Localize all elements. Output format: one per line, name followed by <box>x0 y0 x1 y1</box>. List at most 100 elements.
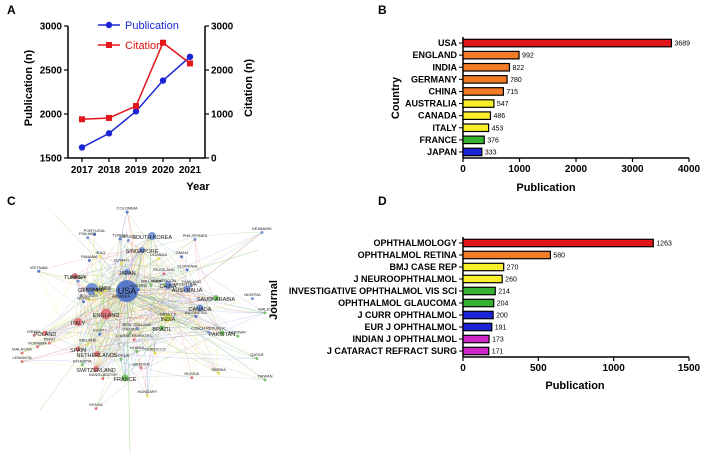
d-bar <box>463 263 504 270</box>
network-node-label: VIETNAM <box>30 265 48 270</box>
a-ylabel-right: Citation (n) <box>243 59 255 117</box>
d-xtick-label: 1500 <box>678 363 701 374</box>
point-citation <box>106 115 112 121</box>
network-node-label: AUSTRIA <box>130 283 148 288</box>
b-ylabel: Country <box>390 76 402 119</box>
network-node-label: CYPRUS <box>113 353 130 358</box>
network-node-label: MOROCCO <box>145 347 166 352</box>
network-node-label: SOUTH KOREA <box>132 235 172 241</box>
b-bar <box>463 124 489 132</box>
network-node-label: NIGERIA <box>244 292 261 297</box>
network-node <box>48 342 51 345</box>
a-xlabel: Year <box>186 181 210 193</box>
network-node-label: NEW ZEALAND <box>123 322 152 327</box>
b-category-label: ITALY <box>432 123 457 133</box>
d-category-label: J CATARACT REFRACT SURG <box>327 346 457 356</box>
b-value-label: 822 <box>512 65 524 72</box>
network-node-label: FINLAND <box>79 231 96 236</box>
a-ytick-right-label: 1000 <box>211 110 234 121</box>
network-node <box>101 377 104 380</box>
network-node-label: PHILIPPINES <box>183 233 208 238</box>
d-category-label: BMJ CASE REP <box>389 262 457 272</box>
network-node <box>137 288 140 291</box>
b-category-label: USA <box>438 38 458 48</box>
d-bar <box>463 251 550 258</box>
network-node-label: DENMARK <box>252 226 272 231</box>
b-category-label: JAPAN <box>427 147 457 157</box>
network-node-label: RUSSIA <box>184 371 199 376</box>
network-node-label: FRANCE <box>114 377 137 383</box>
point-publication <box>160 77 166 83</box>
network-node-label: CAMEROON <box>153 278 177 283</box>
network-node <box>33 334 36 337</box>
network-node <box>264 311 267 314</box>
network-node-label: CZECH REPUBLIC <box>191 326 226 331</box>
d-value-label: 200 <box>496 313 508 320</box>
d-value-label: 214 <box>498 289 510 296</box>
d-bar <box>463 335 489 342</box>
network-node-label: U ARAB EMIRATES <box>116 333 152 338</box>
d-bar <box>463 311 493 318</box>
d-value-label: 580 <box>553 253 565 260</box>
b-xtick-label: 2000 <box>565 164 588 175</box>
point-citation <box>133 103 139 109</box>
d-category-label: J CURR OPHTHALMOL <box>358 310 458 320</box>
b-bar <box>463 100 494 108</box>
network-node <box>21 351 24 354</box>
network-node <box>207 331 210 334</box>
network-node-label: SPAIN <box>70 348 86 354</box>
network-node-label: ETHIOPIA <box>73 358 92 363</box>
d-value-label: 270 <box>507 265 519 272</box>
network-node <box>21 360 24 363</box>
network-node-label: IRELAND <box>79 338 96 343</box>
b-category-label: GERMANY <box>411 74 457 84</box>
network-node <box>99 255 102 258</box>
d-bar <box>463 323 492 330</box>
network-node <box>88 259 91 262</box>
network-node <box>135 350 138 353</box>
d-category-label: OPHTHALMOL RETINA <box>358 250 458 260</box>
network-node <box>37 270 40 273</box>
legend-label-publication: Publication <box>125 20 179 32</box>
network-node <box>119 237 122 240</box>
network-node <box>36 345 39 348</box>
network-node-label: SAUDI ARABIA <box>197 297 236 303</box>
d-bar <box>463 299 494 306</box>
network-node <box>119 299 122 302</box>
a-xtick-label: 2021 <box>179 165 202 176</box>
network-node <box>194 315 197 318</box>
network-node-label: LEBANON <box>12 355 31 360</box>
b-value-label: 3689 <box>674 41 690 48</box>
legend-marker-publication <box>106 22 112 28</box>
network-node-label: NORWAY <box>229 330 247 335</box>
b-value-label: 547 <box>497 101 509 108</box>
d-category-label: INVESTIGATIVE OPHTHALMOL VIS SCI <box>289 286 457 296</box>
network-node <box>127 239 130 242</box>
network-node <box>217 372 220 375</box>
network-node-label: UGANDA <box>150 252 167 257</box>
b-value-label: 376 <box>487 137 499 144</box>
network-node <box>135 327 138 330</box>
a-xtick-label: 2019 <box>125 165 148 176</box>
network-node-label: SLOVENIA <box>177 263 197 268</box>
point-citation <box>79 116 85 122</box>
b-bar <box>463 39 671 47</box>
network-node-label: ARMENIA <box>112 294 131 299</box>
a-xtick-label: 2017 <box>71 165 94 176</box>
network-node-label: SCOTLAND <box>153 267 175 272</box>
network-node-label: TUNISIA <box>112 232 128 237</box>
network-node-label: JORDAN <box>70 275 87 280</box>
d-xtick-label: 500 <box>530 363 547 374</box>
a-ytick-left-label: 2500 <box>40 66 63 77</box>
network-node-label: HUNGARY <box>137 389 157 394</box>
b-category-label: FRANCE <box>420 135 458 145</box>
b-xtick-label: 4000 <box>678 164 701 175</box>
network-node <box>162 272 165 275</box>
network-node-label: PERU <box>44 337 55 342</box>
b-bar <box>463 76 507 84</box>
d-xtick-label: 1000 <box>603 363 626 374</box>
network-node <box>146 394 149 397</box>
d-bar <box>463 347 489 354</box>
b-xlabel: Publication <box>516 182 576 194</box>
network-node <box>157 257 160 260</box>
